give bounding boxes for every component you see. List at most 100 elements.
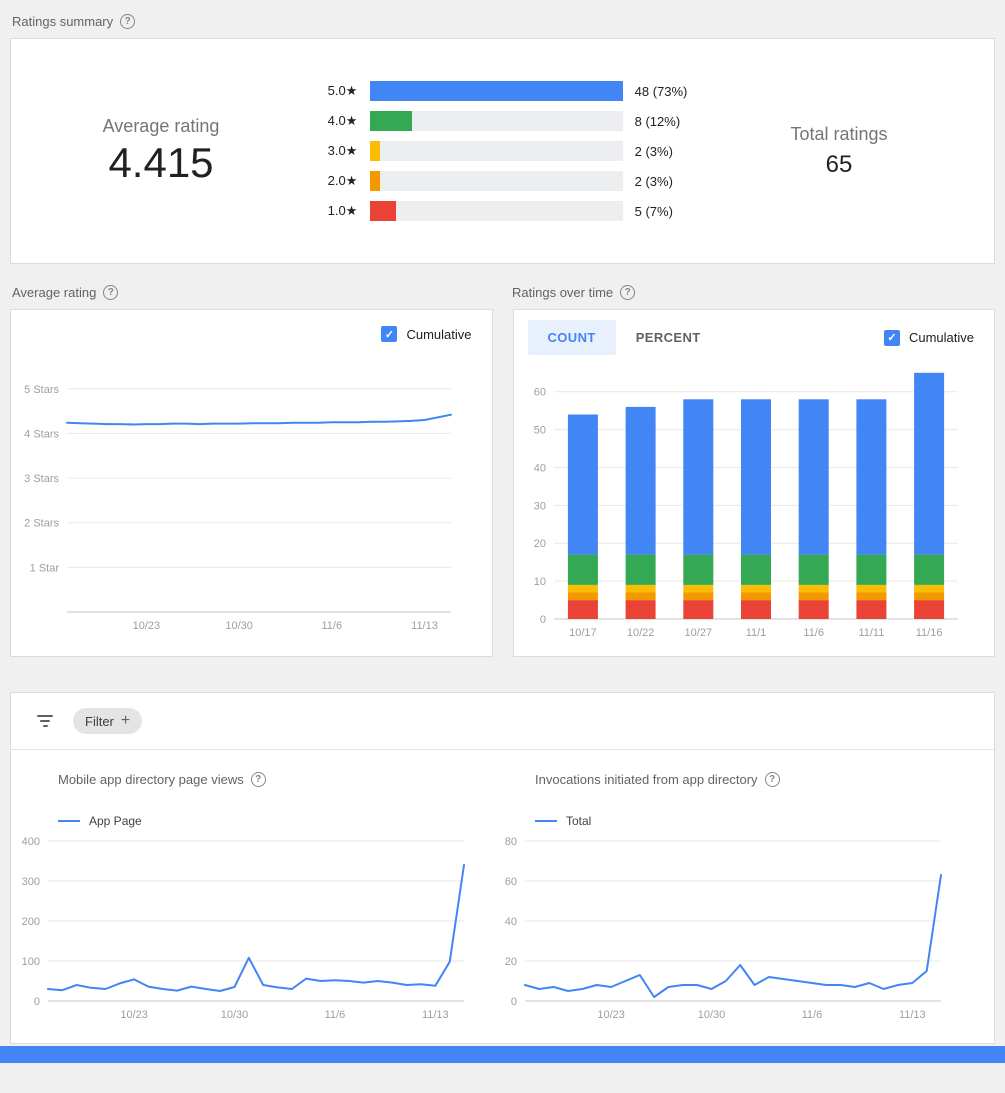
plus-icon (121, 713, 130, 729)
rating-bar-fill (369, 111, 412, 131)
total-ratings-label: Total ratings (790, 123, 888, 144)
svg-text:0: 0 (511, 996, 517, 1008)
checkbox-checked-icon (883, 329, 900, 346)
svg-text:11/11: 11/11 (858, 627, 884, 639)
average-rating-card-header: Cumulative (11, 310, 492, 346)
svg-text:10/30: 10/30 (225, 620, 253, 632)
page-views-panel: Mobile app directory page views App Page… (11, 766, 488, 1031)
page-views-chart: 0 100 200 300 400 10/23 10/30 11/6 11/13 (22, 836, 465, 1021)
svg-text:4 Stars: 4 Stars (24, 428, 59, 440)
svg-text:400: 400 (22, 836, 40, 848)
svg-text:40: 40 (533, 463, 545, 475)
rating-bar-track (369, 81, 623, 101)
rating-bar-track (369, 171, 623, 191)
invocations-title-row: Invocations initiated from app directory (535, 772, 965, 787)
invocations-legend: Total (535, 814, 965, 828)
svg-text:1 Star: 1 Star (30, 562, 60, 574)
rating-distribution-row: 1.0★ 5 (7%) (328, 201, 688, 221)
row2-labels: Average rating Ratings over time (10, 264, 995, 309)
svg-text:2 Stars: 2 Stars (24, 518, 59, 530)
svg-text:11/6: 11/6 (325, 1009, 346, 1021)
average-rating-block: Average rating 4.415 (66, 116, 256, 187)
svg-text:10/23: 10/23 (133, 620, 161, 632)
svg-text:11/16: 11/16 (915, 627, 942, 639)
filter-list-icon[interactable] (35, 715, 55, 727)
help-icon[interactable] (250, 772, 266, 787)
svg-text:30: 30 (533, 500, 545, 512)
svg-text:11/6: 11/6 (803, 627, 824, 639)
average-rating-chart: 5 Stars 4 Stars 3 Stars 2 Stars 1 Star 10/23 1… (24, 384, 452, 632)
row2-cards: Cumulative 5 Stars 4 Stars 3 Stars 2 Stars 1… (10, 309, 995, 657)
rating-count-label: 5 (7%) (634, 203, 673, 219)
total-ratings-value: 65 (825, 150, 853, 178)
average-rating-value: 4.415 (108, 138, 214, 186)
average-rating-section-title: Average rating (12, 285, 97, 300)
svg-text:3 Stars: 3 Stars (24, 473, 59, 485)
legend-line-swatch (535, 820, 557, 822)
star-level-label: 5.0★ (327, 83, 358, 98)
help-icon[interactable] (764, 772, 780, 787)
cumulative-label: Cumulative (908, 330, 974, 345)
filter-chip[interactable]: Filter (73, 708, 143, 734)
ratings-summary-title: Ratings summary (12, 14, 114, 29)
svg-text:10/22: 10/22 (626, 627, 654, 639)
rating-bar-fill (369, 81, 623, 101)
rating-count-label: 8 (12%) (634, 113, 681, 129)
svg-text:10/23: 10/23 (597, 1009, 625, 1021)
svg-text:10/17: 10/17 (569, 627, 597, 639)
cumulative-label: Cumulative (406, 326, 472, 342)
legend-label: Total (566, 814, 592, 828)
average-rating-label: Average rating (102, 115, 220, 136)
directory-charts-row: Mobile app directory page views App Page… (11, 750, 994, 1043)
help-icon[interactable] (620, 285, 636, 300)
page-views-title-row: Mobile app directory page views (58, 772, 488, 787)
ratings-summary-card: Average rating 4.415 5.0★ 48 (73%) 4.0★ 8 (… (10, 38, 995, 264)
svg-text:11/1: 11/1 (745, 627, 766, 639)
svg-text:200: 200 (22, 916, 40, 928)
rating-distribution-row: 2.0★ 2 (3%) (328, 171, 688, 191)
svg-text:80: 80 (505, 836, 517, 848)
svg-text:0: 0 (34, 996, 40, 1008)
svg-text:20: 20 (533, 538, 545, 550)
tab-percent[interactable]: PERCENT (635, 330, 701, 345)
help-icon[interactable] (120, 14, 136, 29)
svg-text:5 Stars: 5 Stars (24, 384, 59, 396)
ratings-over-time-card-header: COUNT PERCENT Cumulative (514, 310, 995, 357)
legend-line-swatch (58, 820, 80, 822)
cumulative-checkbox-average[interactable]: Cumulative (381, 326, 472, 342)
svg-text:11/13: 11/13 (422, 1009, 449, 1021)
svg-text:11/6: 11/6 (322, 620, 343, 632)
star-level-label: 3.0★ (327, 143, 358, 158)
rating-bar-fill (369, 201, 396, 221)
svg-text:300: 300 (22, 876, 40, 888)
ratings-over-time-card: COUNT PERCENT Cumulative 0 10 20 30 40 50 60 10… (512, 309, 995, 657)
invocations-panel: Invocations initiated from app directory… (488, 766, 965, 1031)
rating-count-label: 2 (3%) (634, 143, 673, 159)
checkbox-checked-icon (381, 326, 398, 342)
rating-count-label: 2 (3%) (634, 173, 673, 189)
help-icon[interactable] (103, 285, 119, 300)
count-percent-tabs: COUNT PERCENT (527, 320, 721, 355)
page-views-legend: App Page (58, 814, 488, 828)
star-level-label: 2.0★ (327, 173, 358, 188)
rating-bar-fill (369, 171, 381, 191)
page-views-title: Mobile app directory page views (58, 772, 244, 787)
rating-bar-track (369, 201, 623, 221)
svg-text:100: 100 (22, 956, 40, 968)
svg-text:60: 60 (533, 387, 545, 399)
bottom-blue-bar (0, 1046, 1005, 1063)
svg-text:10: 10 (533, 576, 545, 588)
svg-text:50: 50 (533, 425, 545, 437)
svg-text:11/6: 11/6 (802, 1009, 823, 1021)
filter-bar: Filter (11, 693, 994, 750)
cumulative-checkbox-ratings[interactable]: Cumulative (883, 329, 974, 346)
rating-distribution-row: 5.0★ 48 (73%) (327, 81, 687, 101)
ratings-over-time-chart: 0 10 20 30 40 50 60 10/17 10/22 10/27 11/1 11/6 11/1… (533, 372, 958, 639)
tab-count[interactable]: COUNT (527, 320, 616, 355)
ratings-over-time-label-row: Ratings over time (512, 285, 995, 300)
filter-chip-label: Filter (85, 713, 114, 729)
star-level-label: 4.0★ (327, 113, 358, 128)
invocations-chart: 0 20 40 60 80 10/23 10/30 11/6 11/13 (505, 836, 942, 1021)
svg-text:10/30: 10/30 (221, 1009, 249, 1021)
svg-text:60: 60 (505, 876, 517, 888)
